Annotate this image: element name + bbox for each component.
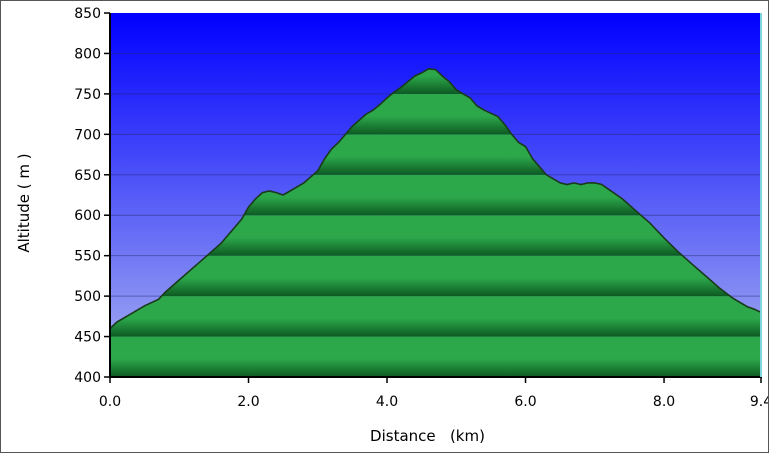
area-band <box>110 255 761 297</box>
y-tick-label: 500 <box>74 289 101 305</box>
y-axis-label: Altitude ( m ) <box>15 153 33 252</box>
y-tick-label: 450 <box>74 330 101 346</box>
y-tick-label: 650 <box>74 168 101 184</box>
x-tick-label: 0.0 <box>99 394 121 410</box>
x-tick-label: 4.0 <box>376 394 398 410</box>
x-tick-label: 8.0 <box>653 394 675 410</box>
x-tick-label: 6.0 <box>514 394 536 410</box>
y-tick-label: 600 <box>74 208 101 224</box>
y-tick-label: 850 <box>74 6 101 22</box>
y-tick-label: 750 <box>74 87 101 103</box>
area-band <box>110 296 761 337</box>
elevation-line <box>109 67 762 330</box>
x-tick-label: 9.4 <box>750 394 768 410</box>
y-tick-label: 800 <box>74 46 101 62</box>
y-tick-label: 550 <box>74 249 101 265</box>
area-band <box>110 336 761 377</box>
y-tick-label: 700 <box>74 127 101 143</box>
x-axis-label: Distance (km) <box>370 427 485 445</box>
ticks: 400 450 500 550 600 650 700 750 800 850 0.0 2.0 4.0 6… <box>74 6 768 410</box>
y-tick-label: 400 <box>74 370 101 386</box>
x-tick-label: 2.0 <box>237 394 259 410</box>
axes <box>109 13 762 378</box>
